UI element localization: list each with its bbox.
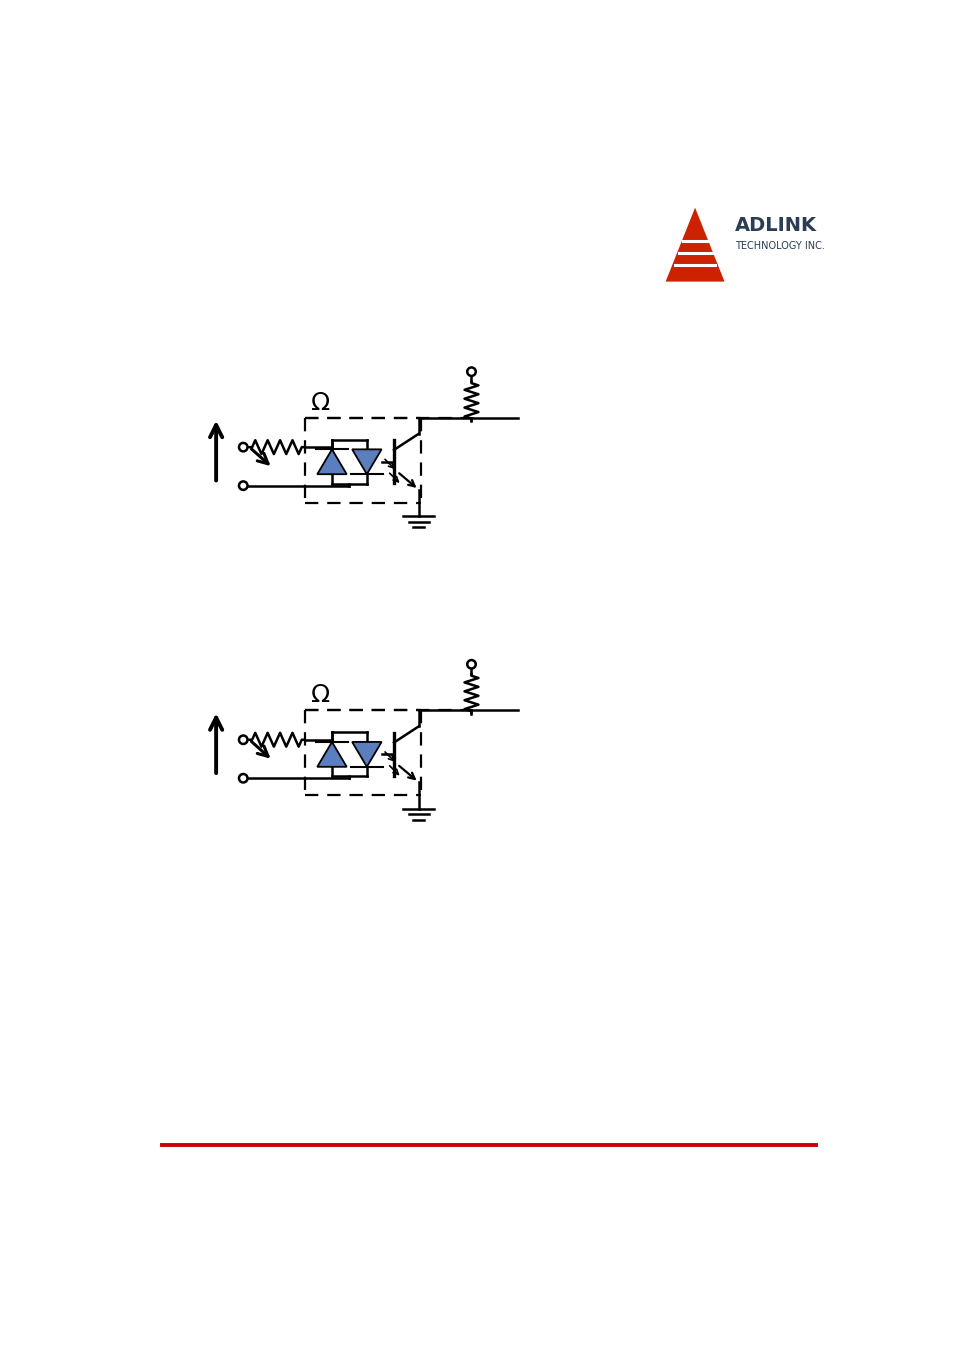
Text: Ω: Ω [311,683,330,707]
Polygon shape [317,449,346,475]
Polygon shape [352,449,381,475]
Polygon shape [665,208,723,281]
Text: Ω: Ω [311,391,330,415]
Text: ADLINK: ADLINK [735,216,817,235]
Text: TECHNOLOGY INC.: TECHNOLOGY INC. [735,241,824,251]
Polygon shape [352,742,381,767]
Polygon shape [317,742,346,767]
